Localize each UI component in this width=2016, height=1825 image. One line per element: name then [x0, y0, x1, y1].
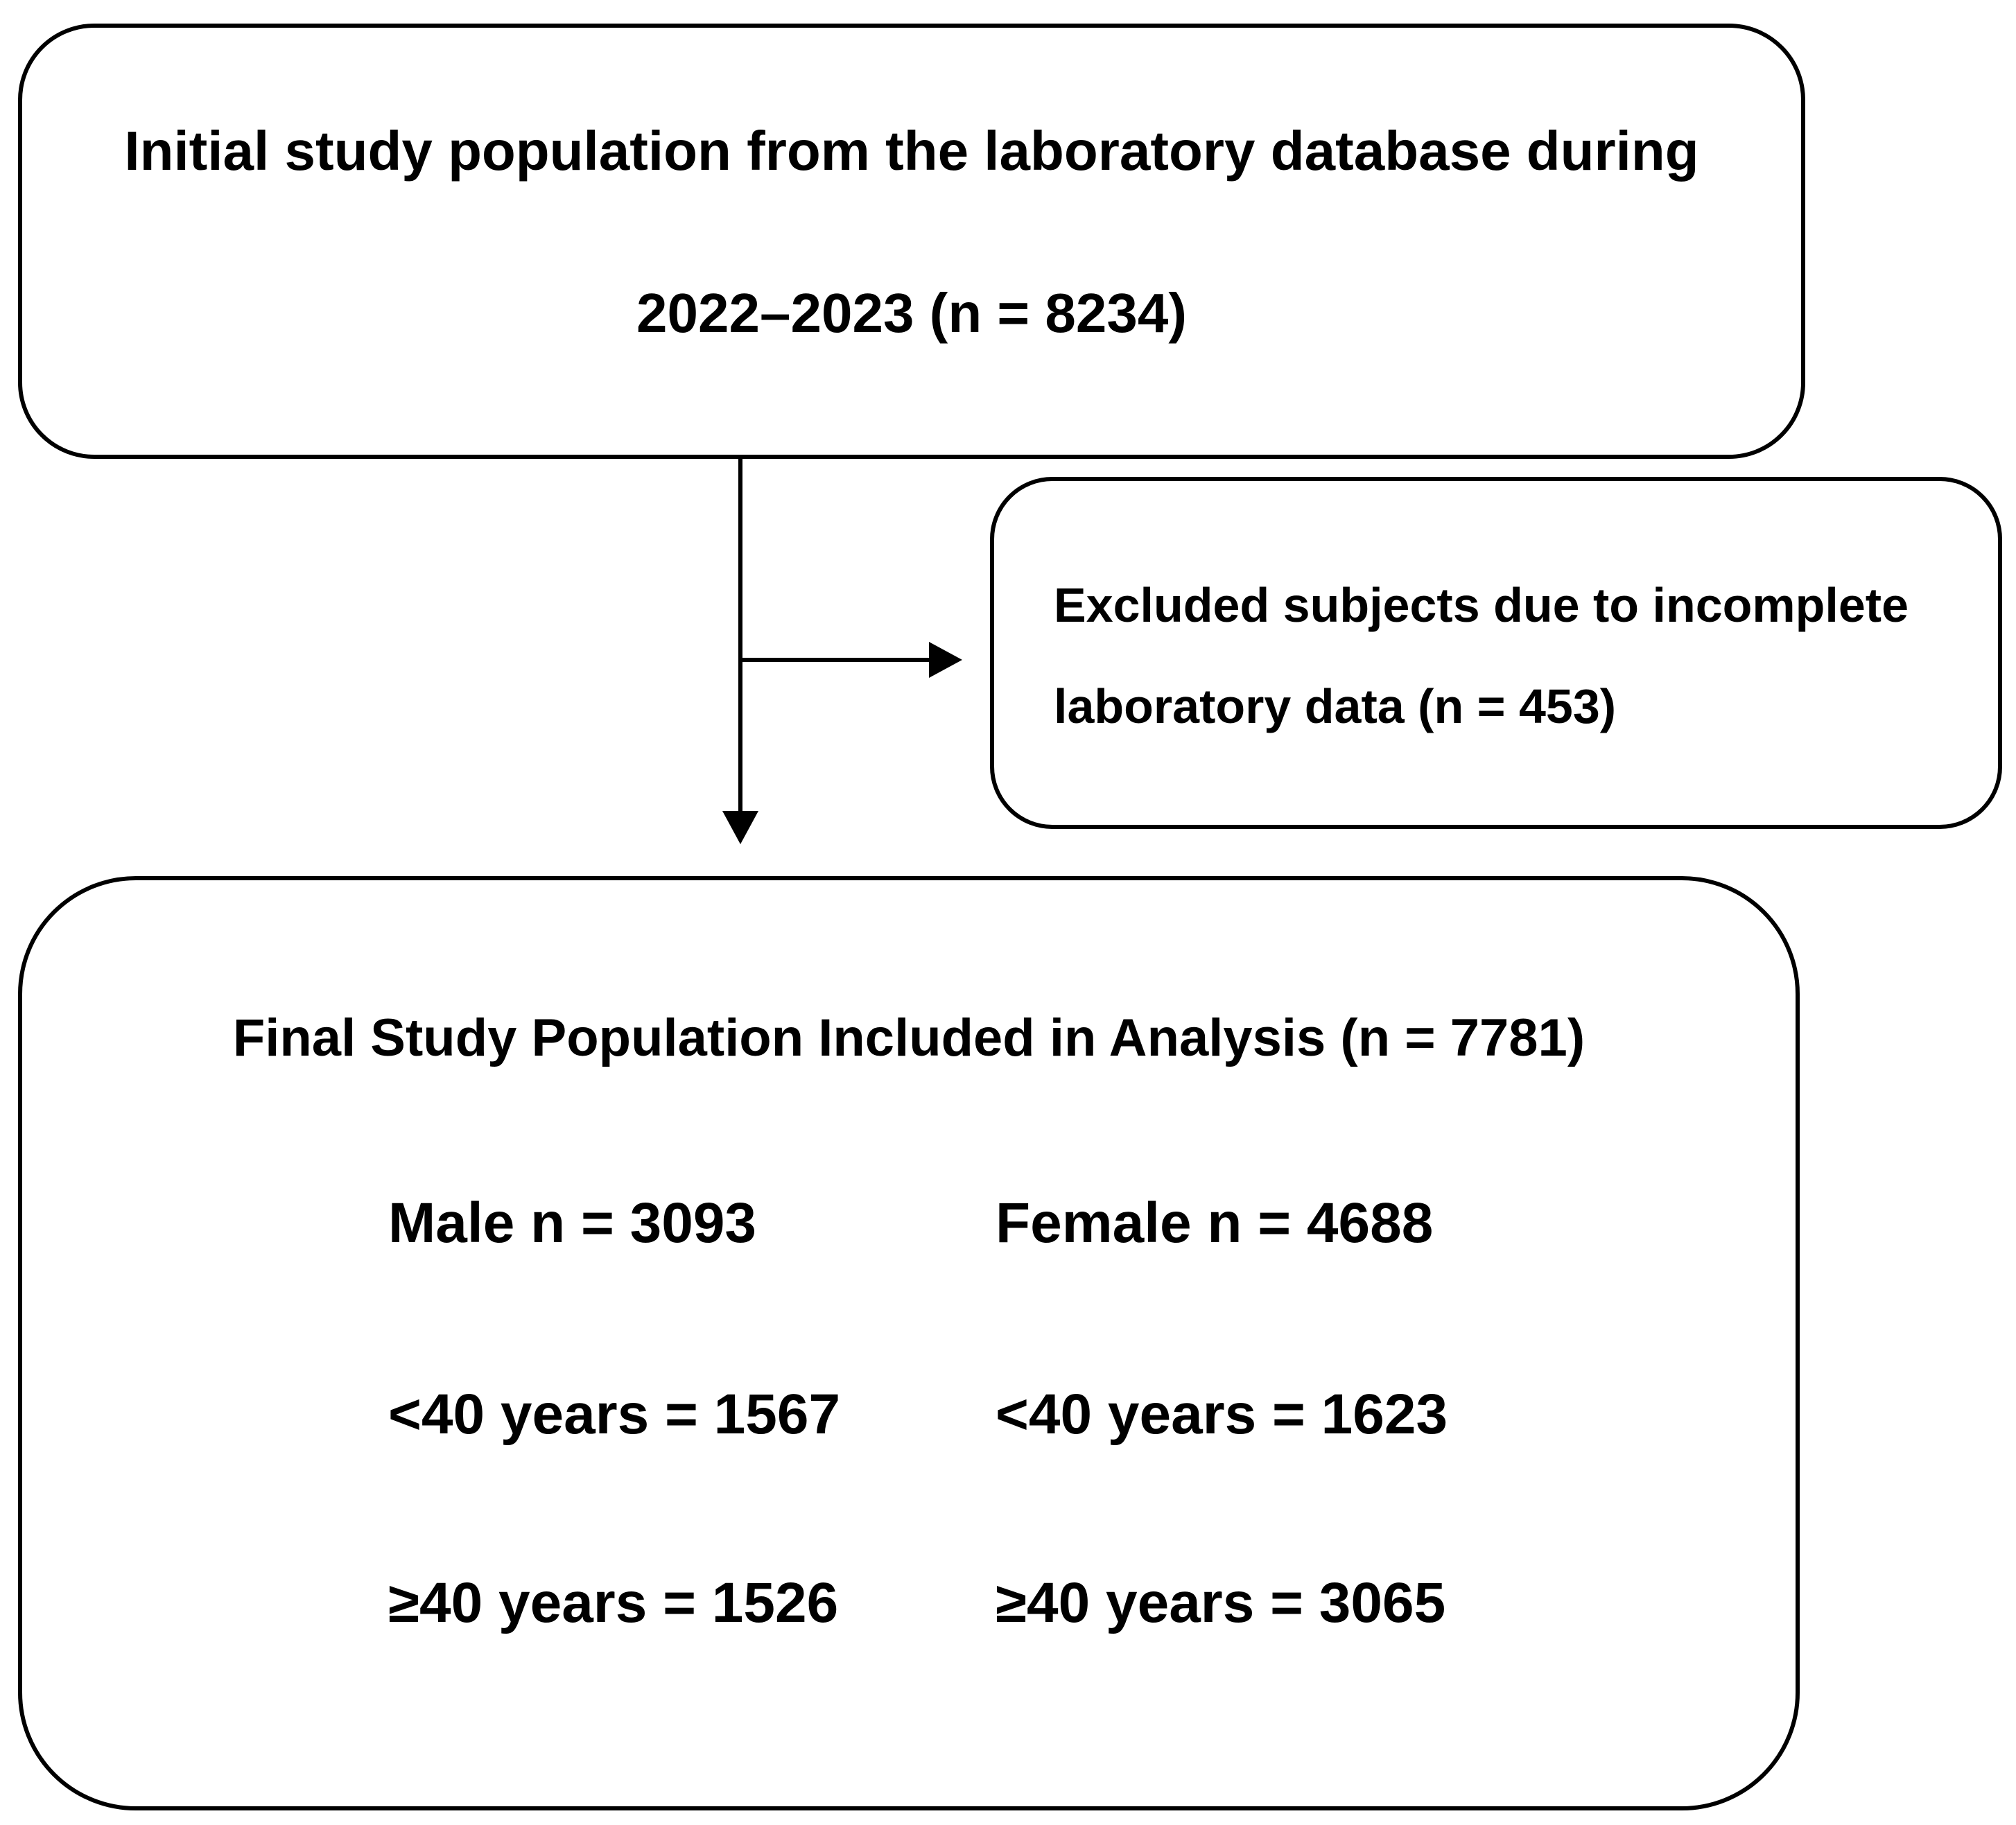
male-total: Male n = 3093	[388, 1191, 757, 1255]
final-population-title: Final Study Population Included in Analy…	[232, 1008, 1585, 1067]
female-under-40: <40 years = 1623	[996, 1383, 1448, 1446]
excluded-subjects-text-line-1: Excluded subjects due to incomplete	[1054, 578, 1909, 632]
excluded-subjects-box	[990, 477, 2002, 829]
initial-population-text-line-2: 2022–2023 (n = 8234)	[636, 282, 1187, 344]
male-under-40: <40 years = 1567	[388, 1383, 841, 1446]
down-arrowhead	[722, 811, 758, 844]
initial-population-box	[18, 24, 1805, 459]
initial-population-text-line-1: Initial study population from the labora…	[124, 120, 1699, 182]
male-over-40: ≥40 years = 1526	[388, 1571, 839, 1634]
female-total: Female n = 4688	[996, 1191, 1434, 1255]
right-arrowhead	[929, 642, 962, 678]
excluded-subjects-text-line-2: laboratory data (n = 453)	[1054, 679, 1617, 733]
final-population-box	[18, 876, 1800, 1810]
female-over-40: ≥40 years = 3065	[996, 1571, 1446, 1634]
